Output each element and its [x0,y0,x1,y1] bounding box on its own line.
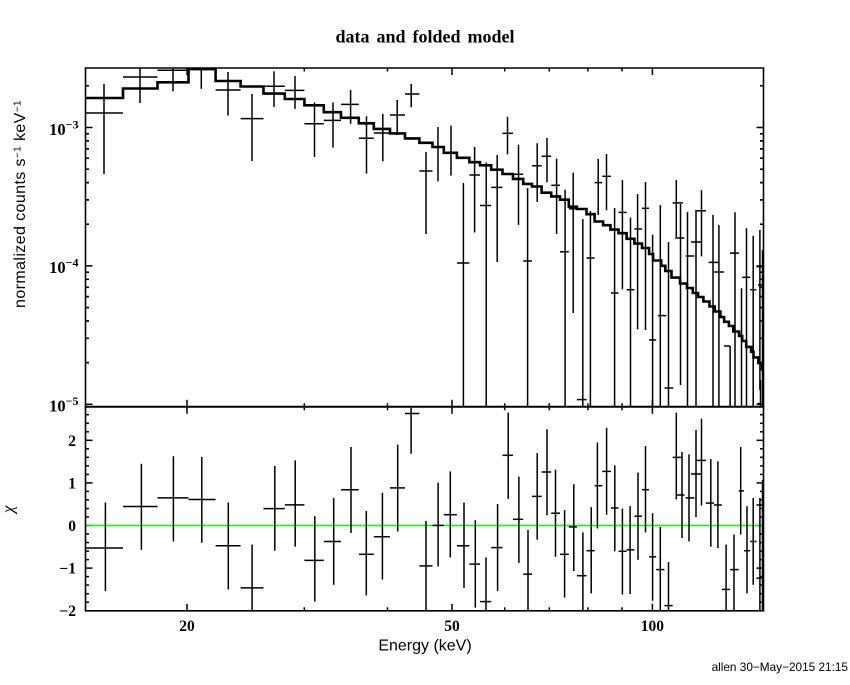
svg-text:Energy (keV): Energy (keV) [378,638,471,655]
svg-text:−1: −1 [59,561,76,578]
svg-text:50: 50 [444,618,460,635]
svg-text:2: 2 [68,433,76,450]
svg-text:−2: −2 [59,603,76,620]
svg-text:normalized counts s−1 keV−1: normalized counts s−1 keV−1 [12,100,29,308]
svg-text:1: 1 [68,475,76,492]
svg-text:100: 100 [641,618,665,635]
svg-text:allen 30−May−2015 21:15: allen 30−May−2015 21:15 [712,660,849,674]
svg-text:data and folded model: data and folded model [335,27,514,47]
svg-text:χ: χ [0,505,18,515]
svg-text:20: 20 [179,618,195,635]
svg-text:0: 0 [68,518,76,535]
